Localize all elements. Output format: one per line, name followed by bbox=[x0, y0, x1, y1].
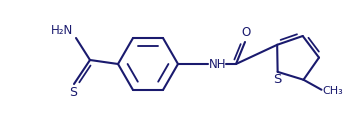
Text: O: O bbox=[241, 26, 251, 39]
Text: S: S bbox=[69, 87, 77, 99]
Text: CH₃: CH₃ bbox=[322, 86, 343, 96]
Text: H₂N: H₂N bbox=[51, 24, 73, 38]
Text: NH: NH bbox=[209, 57, 227, 71]
Text: S: S bbox=[274, 73, 282, 86]
